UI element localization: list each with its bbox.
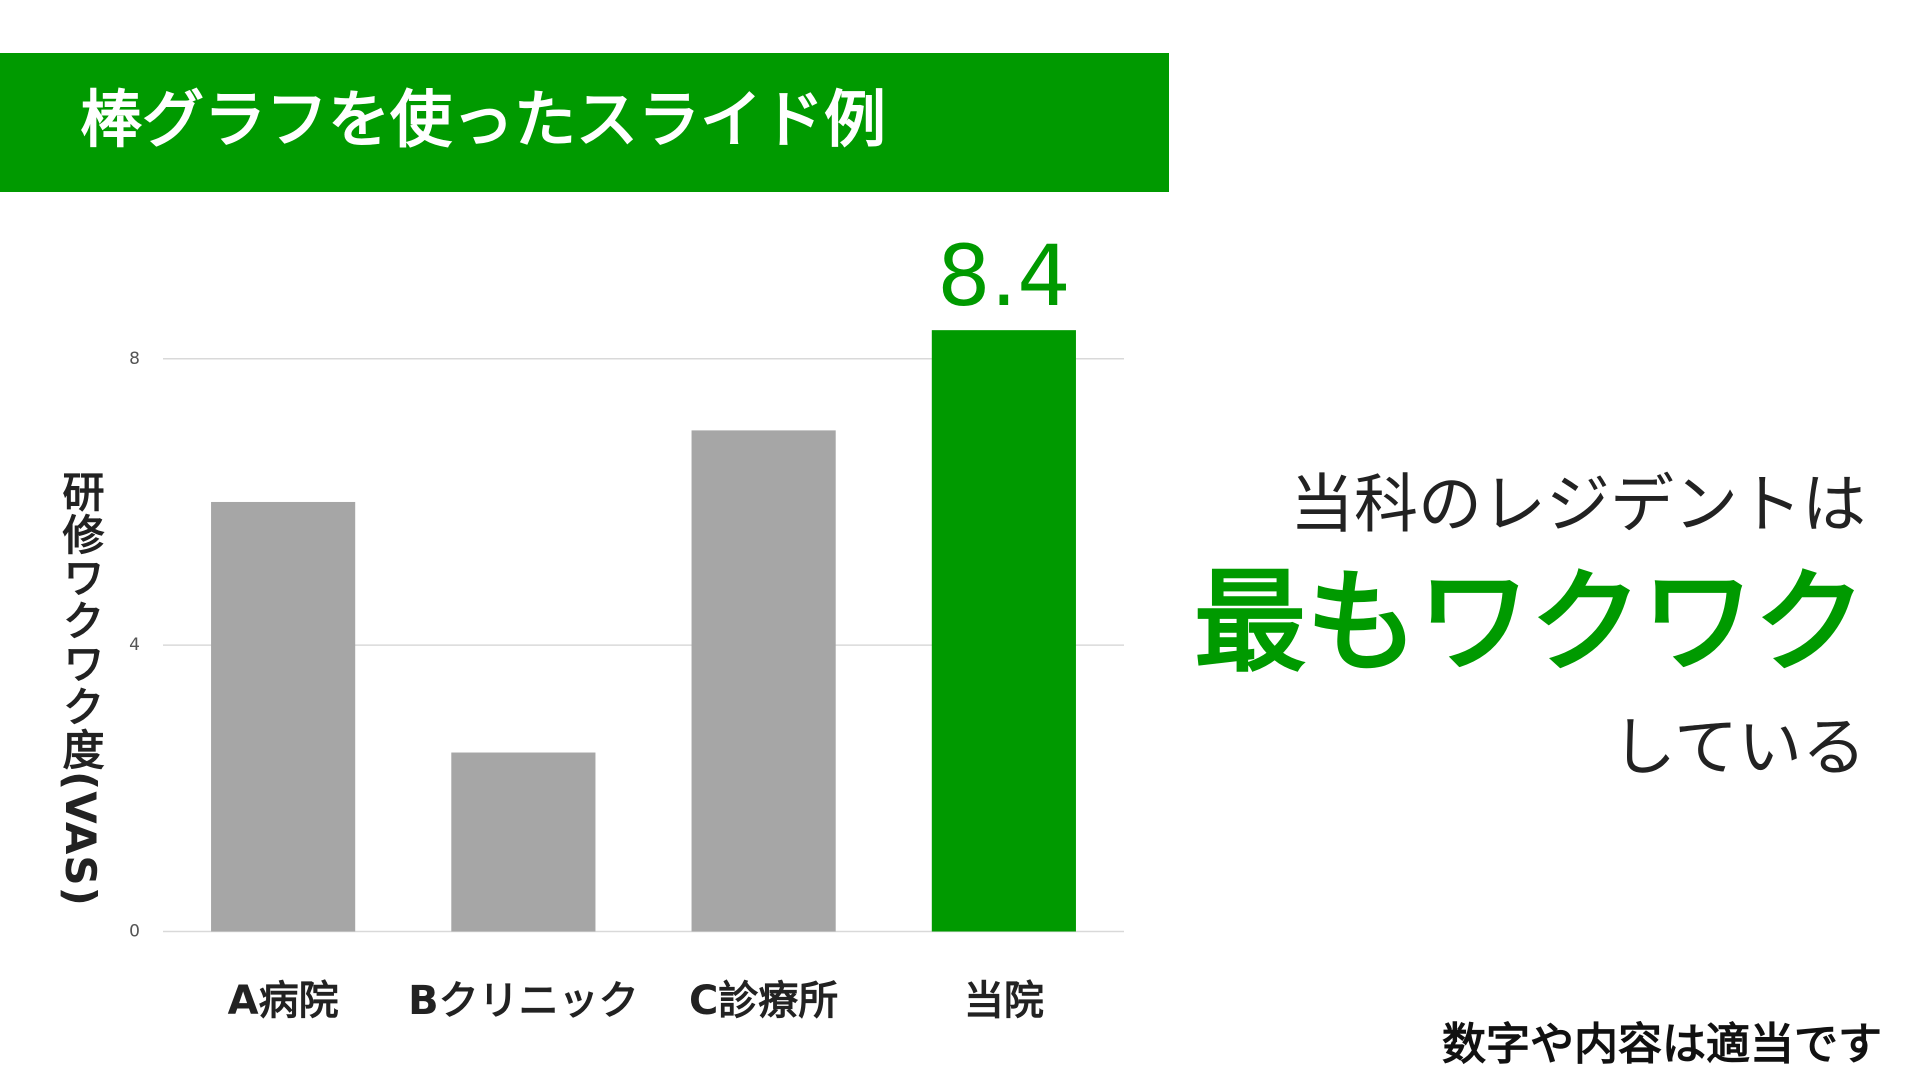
y-axis-label: 研修ワクワク度(VAS) (56, 470, 105, 907)
note: 数字や内容は適当です (1442, 1019, 1882, 1070)
x-tick-label: 当院 (964, 978, 1044, 1024)
slide-title: 棒グラフを使ったスライド例 (80, 83, 886, 156)
y-tick-label: 4 (129, 635, 140, 655)
y-tick-label: 0 (129, 922, 140, 942)
bar (211, 501, 356, 932)
title-banner (0, 53, 1169, 192)
x-tick-label: A病院 (228, 978, 339, 1024)
y-tick-label: 8 (129, 349, 140, 369)
data-label: 8.4 (937, 227, 1071, 325)
bar (451, 752, 596, 932)
bar (931, 330, 1076, 932)
x-tick-label: Bクリニック (408, 978, 639, 1024)
bar (691, 430, 836, 932)
message-line: している (1612, 712, 1866, 786)
x-tick-label: C診療所 (689, 978, 838, 1024)
message-line: 当科のレジデントは (1290, 469, 1866, 543)
message-highlight: 最もワクワク (1194, 558, 1866, 688)
